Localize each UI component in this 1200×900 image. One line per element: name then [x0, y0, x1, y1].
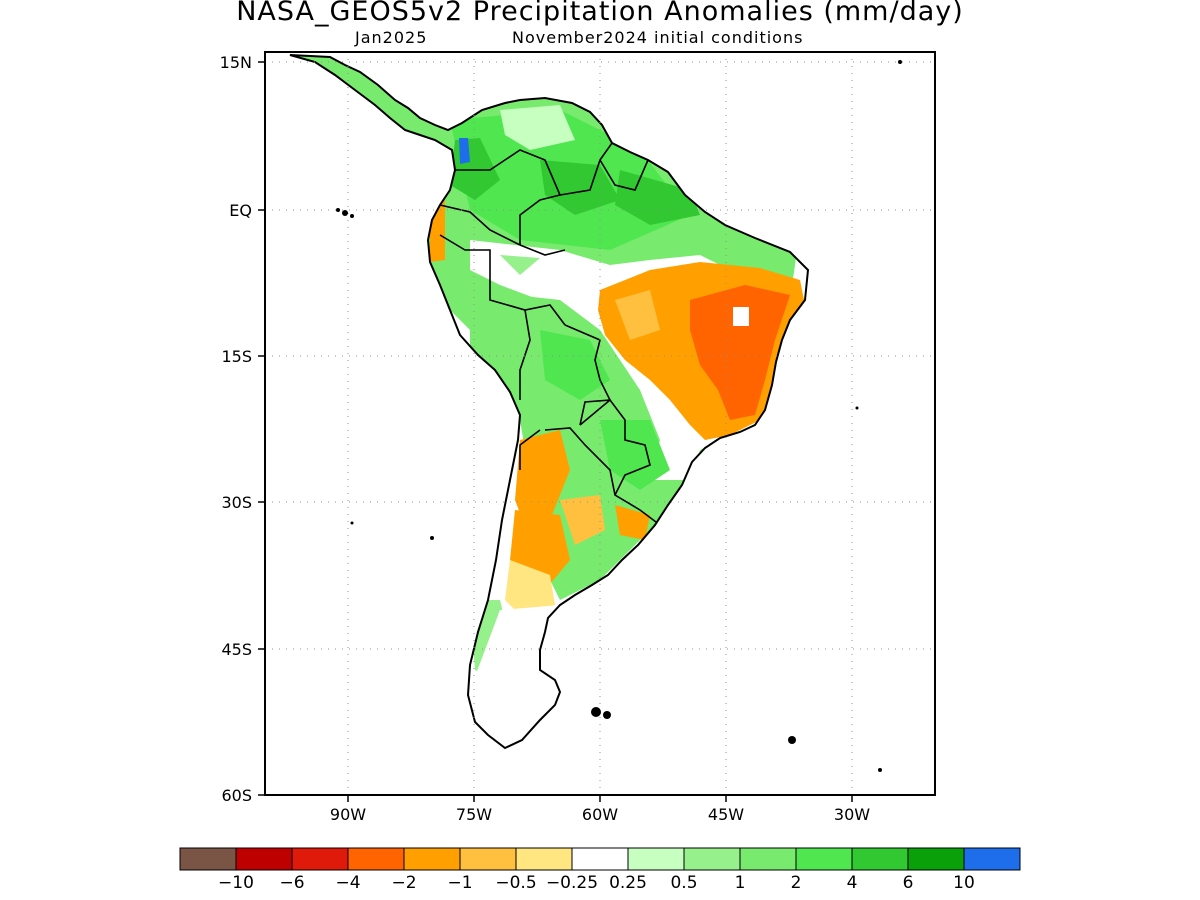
colorbar-swatch	[683, 847, 741, 871]
colorbar-swatch	[179, 847, 237, 871]
colorbar-label: 0.25	[609, 873, 647, 893]
colorbar-label: −2	[391, 873, 416, 893]
lon-label-45w: 45W	[708, 805, 744, 824]
colorbar-swatch	[739, 847, 797, 871]
colorbar-label: 2	[791, 873, 802, 893]
colorbar-swatch	[235, 847, 293, 871]
initial-conditions: November2024 initial conditions	[512, 28, 804, 47]
colorbar-label: −6	[279, 873, 304, 893]
colorbar-label: 10	[953, 873, 975, 893]
colorbar-swatch	[907, 847, 965, 871]
colorbar-label: −10	[218, 873, 254, 893]
colorbar-label: −0.5	[495, 873, 536, 893]
colorbar-swatch	[571, 847, 629, 871]
colorbar-swatch	[459, 847, 517, 871]
lat-label-15s: 15S	[221, 347, 252, 366]
colorbar-swatch	[963, 847, 1021, 871]
colorbar-swatch	[627, 847, 685, 871]
colorbar-swatch	[515, 847, 573, 871]
lon-label-75w: 75W	[456, 805, 492, 824]
map-title: NASA_GEOS5v2 Precipitation Anomalies (mm…	[236, 0, 964, 27]
valid-month: Jan2025	[355, 28, 428, 47]
colorbar-label: −1	[447, 873, 472, 893]
colorbar-label: 4	[847, 873, 858, 893]
lat-label-60s: 60S	[221, 786, 252, 805]
lon-label-30w: 30W	[834, 805, 870, 824]
lat-label-45s: 45S	[221, 640, 252, 659]
lon-label-60w: 60W	[582, 805, 618, 824]
lat-label-15n: 15N	[220, 53, 252, 72]
lat-label-eq: EQ	[229, 201, 252, 220]
colorbar-swatch	[795, 847, 853, 871]
lon-label-90w: 90W	[330, 805, 366, 824]
colorbar: −10 −6 −4 −2 −1 −0.5 −0.25 0.25 0.5 1 2 4 6 10	[179, 847, 1021, 893]
colorbar-swatch	[851, 847, 909, 871]
colorbar-label: −0.25	[546, 873, 598, 893]
lat-label-30s: 30S	[221, 493, 252, 512]
colorbar-swatch	[403, 847, 461, 871]
colorbar-label: −4	[335, 873, 360, 893]
colorbar-label: 1	[735, 873, 746, 893]
country-borders	[439, 142, 661, 526]
colorbar-swatch	[347, 847, 405, 871]
axis-ticks	[258, 61, 853, 802]
colorbar-swatch	[291, 847, 349, 871]
gridlines	[265, 52, 935, 795]
islands	[336, 60, 902, 772]
colorbar-label: 6	[903, 873, 914, 893]
colorbar-label: 0.5	[670, 873, 697, 893]
